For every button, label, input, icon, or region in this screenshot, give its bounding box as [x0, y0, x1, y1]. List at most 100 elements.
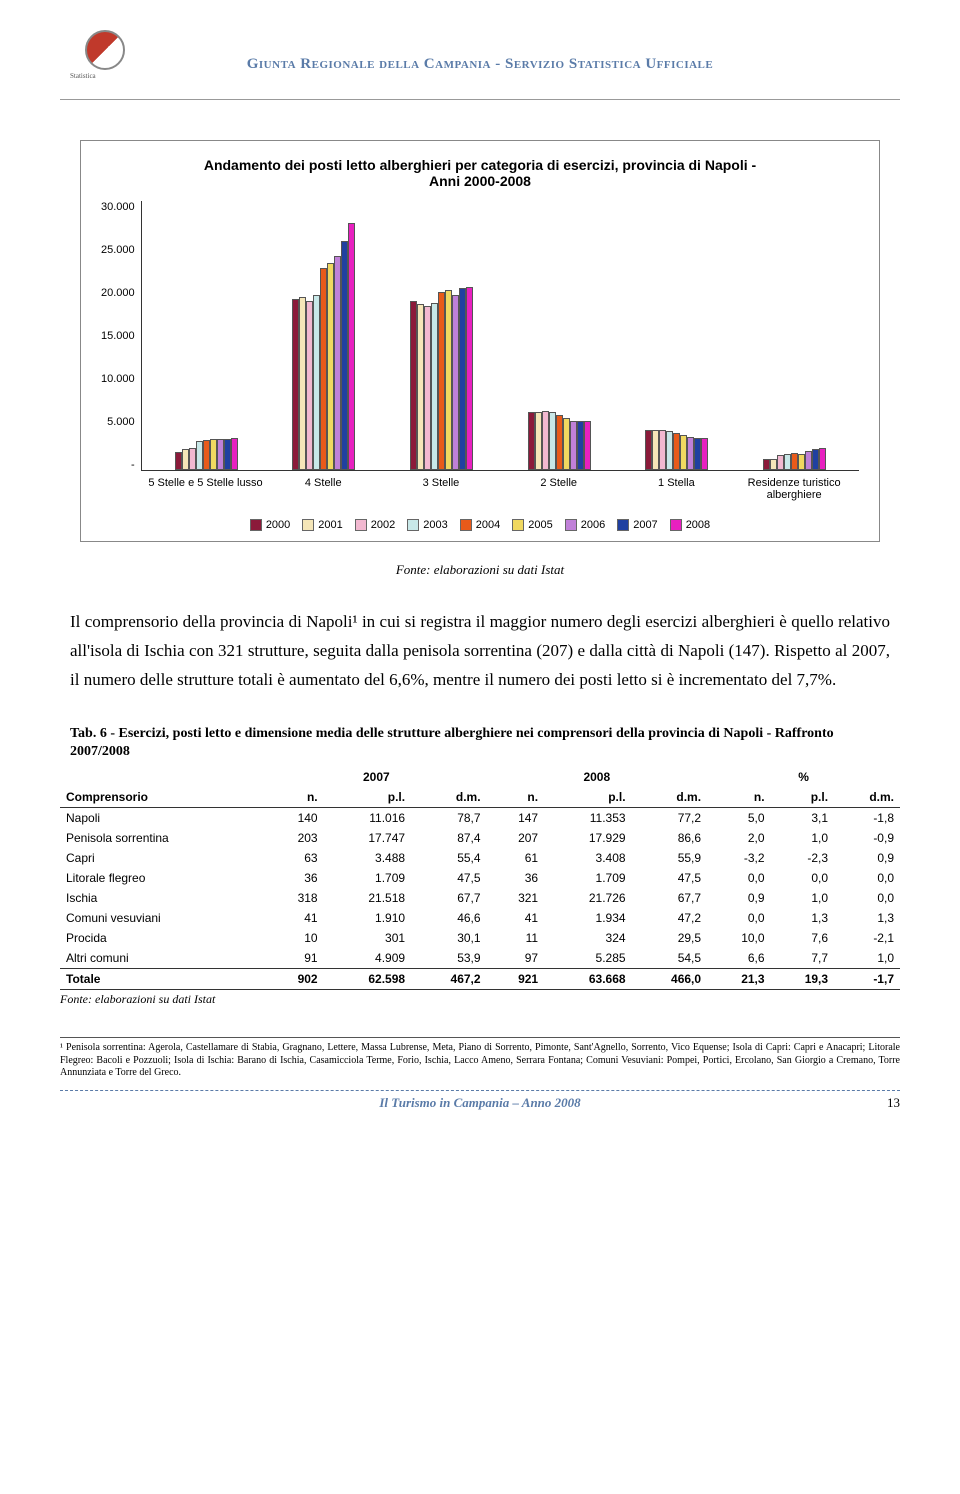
x-label: 5 Stelle e 5 Stelle lusso	[147, 477, 264, 501]
x-label: 3 Stelle	[382, 477, 499, 501]
table-total-cell: 63.668	[544, 969, 631, 990]
chart-bar	[189, 448, 196, 470]
table-cell: 63	[266, 848, 324, 868]
chart-bar	[570, 421, 577, 471]
footer-center: Il Turismo in Campania – Anno 2008	[379, 1095, 580, 1111]
table-cell: 2,0	[707, 828, 771, 848]
table-cell: 321	[487, 888, 545, 908]
table-group-2008: 2008	[487, 767, 707, 787]
table-cell: 30,1	[411, 928, 486, 948]
chart-bar	[791, 453, 798, 470]
table-total-cell: 921	[487, 969, 545, 990]
table-cell: 53,9	[411, 948, 486, 969]
legend-item: 2007	[617, 519, 657, 531]
chart-bar	[348, 223, 355, 471]
table-cell: 78,7	[411, 808, 486, 829]
legend-item: 2002	[355, 519, 395, 531]
table-cell: 1,3	[771, 908, 835, 928]
chart-bar	[687, 437, 694, 470]
chart-bar	[645, 430, 652, 470]
chart-bar-group	[645, 430, 708, 471]
table-total-cell: 466,0	[632, 969, 707, 990]
table-cell: 36	[487, 868, 545, 888]
chart-bar	[584, 421, 591, 470]
table-cell: 21.518	[324, 888, 411, 908]
chart-plot	[141, 201, 859, 471]
legend-swatch	[670, 519, 682, 531]
y-tick: 25.000	[101, 244, 135, 256]
table-cell: 140	[266, 808, 324, 829]
legend-swatch	[512, 519, 524, 531]
table-total-cell: -1,7	[834, 969, 900, 990]
legend-item: 2006	[565, 519, 605, 531]
table-col-header: p.l.	[324, 787, 411, 808]
chart-bar	[798, 454, 805, 470]
table-cell: 0,0	[834, 888, 900, 908]
table-cell: 0,9	[707, 888, 771, 908]
page-header: Statistica Giunta Regionale della Campan…	[60, 30, 900, 100]
table-cell: 1.709	[324, 868, 411, 888]
footnote: ¹ Penisola sorrentina: Agerola, Castella…	[60, 1037, 900, 1080]
table-cell: 0,0	[771, 868, 835, 888]
legend-label: 2007	[633, 519, 657, 531]
table-cell: Penisola sorrentina	[60, 828, 266, 848]
chart-bar	[466, 287, 473, 470]
table-cell: 318	[266, 888, 324, 908]
table-cell: -2,1	[834, 928, 900, 948]
table-cell: 0,0	[834, 868, 900, 888]
table-total-row: Totale90262.598467,292163.668466,021,319…	[60, 969, 900, 990]
chart-bar	[445, 290, 452, 470]
legend-label: 2008	[686, 519, 710, 531]
chart-bar	[694, 438, 701, 470]
chart-bar	[659, 430, 666, 470]
chart-bar	[652, 430, 659, 471]
legend-swatch	[355, 519, 367, 531]
table-cell: 1.934	[544, 908, 631, 928]
chart-x-axis: 5 Stelle e 5 Stelle lusso4 Stelle3 Stell…	[141, 477, 859, 501]
table-cell: 55,9	[632, 848, 707, 868]
legend-label: 2003	[423, 519, 447, 531]
table-row: Capri633.48855,4613.40855,9-3,2-2,30,9	[60, 848, 900, 868]
chart-bar	[313, 295, 320, 470]
table-col-header: d.m.	[632, 787, 707, 808]
table-cell: -1,8	[834, 808, 900, 829]
table-cell: 55,4	[411, 848, 486, 868]
y-tick: 30.000	[101, 201, 135, 213]
table-cell: 6,6	[707, 948, 771, 969]
legend-swatch	[460, 519, 472, 531]
chart-bar	[577, 421, 584, 471]
table-row: Procida1030130,11132429,510,07,6-2,1	[60, 928, 900, 948]
x-label: 4 Stelle	[265, 477, 382, 501]
page-footer: Il Turismo in Campania – Anno 2008 13	[60, 1090, 900, 1111]
table-cell: 10,0	[707, 928, 771, 948]
legend-swatch	[250, 519, 262, 531]
table-group-header-row: 2007 2008 %	[60, 767, 900, 787]
table-cell: 3.408	[544, 848, 631, 868]
chart-bar	[535, 412, 542, 471]
table-cell: 21.726	[544, 888, 631, 908]
chart-bar	[182, 449, 189, 470]
page-number: 13	[887, 1095, 900, 1111]
chart-source: Fonte: elaborazioni su dati Istat	[80, 562, 880, 578]
body-paragraph: Il comprensorio della provincia di Napol…	[70, 608, 890, 695]
y-tick: 5.000	[107, 416, 135, 428]
logo-subtext: Statistica	[70, 72, 140, 80]
chart-bar-group	[292, 223, 355, 471]
chart-area: 30.00025.00020.00015.00010.0005.000- 5 S…	[101, 201, 859, 501]
chart-bar	[327, 263, 334, 470]
chart-bar	[563, 418, 570, 470]
table-cell: 17.747	[324, 828, 411, 848]
legend-swatch	[617, 519, 629, 531]
x-label: 1 Stella	[618, 477, 735, 501]
table-cell: 1,0	[771, 828, 835, 848]
table-cell: -0,9	[834, 828, 900, 848]
table-cell: 207	[487, 828, 545, 848]
legend-item: 2008	[670, 519, 710, 531]
table-total-cell: 19,3	[771, 969, 835, 990]
legend-item: 2001	[302, 519, 342, 531]
table-cell: 87,4	[411, 828, 486, 848]
table-col-header: d.m.	[834, 787, 900, 808]
table-cell: 0,0	[707, 868, 771, 888]
table-total-cell: 21,3	[707, 969, 771, 990]
table-total-cell: 902	[266, 969, 324, 990]
